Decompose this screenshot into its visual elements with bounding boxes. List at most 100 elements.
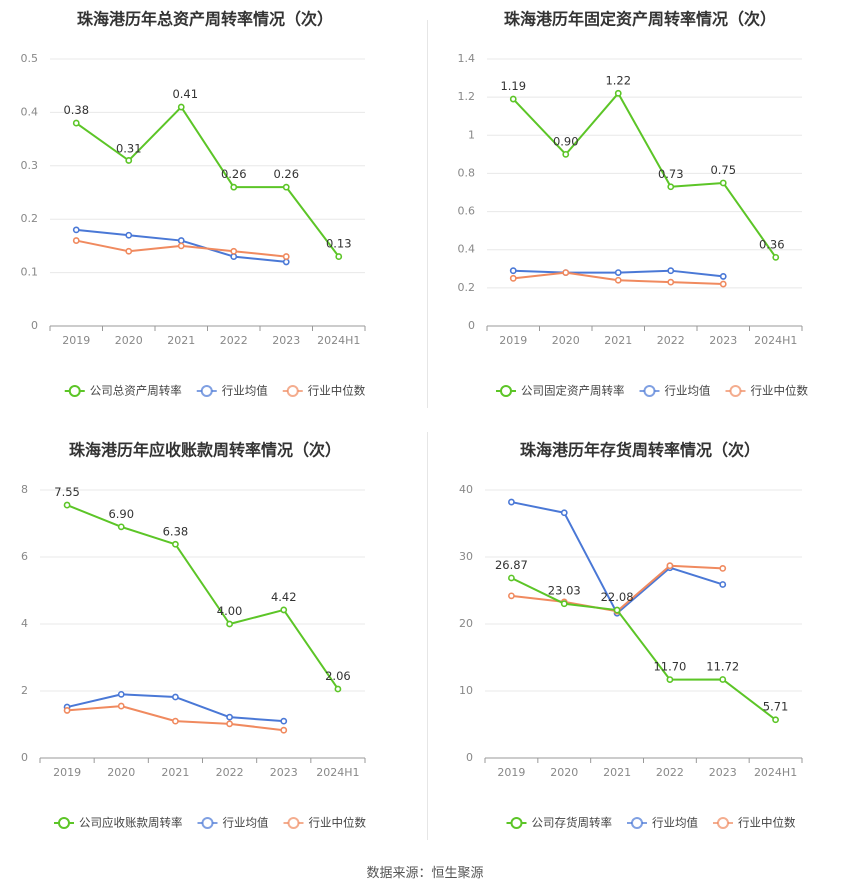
data-source-note: 数据来源：恒生聚源 <box>366 866 484 881</box>
series-line-1 <box>512 92 777 258</box>
legend-label: 行业均值 <box>223 816 269 830</box>
chart-panel-4: 珠海港历年存货周转率情况（次） 0 10 20 30 40 2019 2020 2021 2022… <box>459 441 803 830</box>
data-label: 0.26 <box>221 167 247 181</box>
data-label: 4.00 <box>217 604 243 618</box>
data-point <box>63 501 71 509</box>
data-point <box>125 231 133 239</box>
y-tick-label: 0 <box>468 319 475 332</box>
data-point <box>719 564 727 572</box>
legend-label: 行业均值 <box>652 816 698 830</box>
data-point <box>509 95 517 103</box>
data-point <box>560 600 568 608</box>
y-tick-label: 1.2 <box>458 90 476 103</box>
data-point <box>117 702 125 710</box>
data-point <box>230 247 238 255</box>
data-point <box>508 592 515 600</box>
x-tick-label: 2019 <box>53 766 81 779</box>
y-tick-label: 8 <box>21 483 28 496</box>
legend-item: 行业中位数 <box>283 816 366 830</box>
data-point <box>125 247 133 255</box>
data-point <box>72 226 80 234</box>
chart-title: 珠海港历年应收账款周转率情况（次） <box>69 441 341 460</box>
data-point <box>562 269 570 276</box>
data-point <box>280 717 288 725</box>
data-point <box>282 258 290 266</box>
data-point <box>666 676 674 684</box>
data-label: 5.71 <box>763 700 789 714</box>
data-point <box>719 676 727 683</box>
data-point <box>509 267 517 275</box>
data-point <box>334 685 342 693</box>
panel-divider-top <box>427 20 428 408</box>
legend-item: 行业均值 <box>627 816 698 830</box>
legend-label: 公司存货周转率 <box>532 816 613 830</box>
chart-title: 珠海港历年总资产周转率情况（次） <box>77 10 333 29</box>
legend-label: 公司固定资产周转率 <box>521 384 625 398</box>
x-tick-label: 2021 <box>161 766 189 779</box>
data-point <box>226 720 233 728</box>
data-point <box>63 707 71 714</box>
legend-marker-icon <box>717 817 729 829</box>
data-point <box>282 183 290 191</box>
legend-marker-icon <box>643 385 656 397</box>
legend-marker-icon <box>287 817 300 829</box>
data-label: 0.26 <box>273 167 299 181</box>
y-tick-label: 6 <box>21 550 28 563</box>
x-tick-label: 2023 <box>270 766 298 779</box>
legend-label: 公司总资产周转率 <box>90 384 182 398</box>
data-point <box>613 606 621 614</box>
legend-marker-icon <box>201 817 214 829</box>
data-point <box>667 267 675 275</box>
y-tick-label: 4 <box>21 617 28 630</box>
y-tick-label: 0.1 <box>21 266 39 279</box>
panel-divider-bottom <box>427 432 428 840</box>
data-point <box>282 253 290 260</box>
legend-marker-icon <box>68 385 81 397</box>
data-label: 7.55 <box>54 485 80 499</box>
y-tick-label: 1.4 <box>458 52 476 65</box>
data-label: 0.73 <box>658 167 684 181</box>
legend-label: 公司应收账款周转率 <box>79 816 183 830</box>
x-tick-label: 2024H1 <box>754 334 797 347</box>
x-tick-label: 2024H1 <box>754 766 797 779</box>
data-point <box>509 274 517 282</box>
chart-title: 珠海港历年固定资产周转率情况（次） <box>504 10 776 29</box>
legend-marker-icon <box>510 817 523 829</box>
x-tick-label: 2021 <box>167 334 195 347</box>
data-label: 22.08 <box>601 590 634 604</box>
x-tick-label: 2019 <box>499 334 527 347</box>
data-label: 6.38 <box>163 524 189 538</box>
y-tick-label: 0.8 <box>458 166 476 179</box>
legend-item: 行业均值 <box>196 384 268 398</box>
x-tick-label: 2020 <box>552 334 580 347</box>
x-tick-label: 2024H1 <box>317 334 360 347</box>
data-point <box>117 523 125 531</box>
legend-label: 行业中位数 <box>308 384 366 398</box>
x-tick-label: 2023 <box>709 334 737 347</box>
data-point <box>72 237 80 244</box>
legend-label: 行业中位数 <box>751 384 809 398</box>
legend-marker-icon <box>729 385 742 397</box>
chart-title: 珠海港历年存货周转率情况（次） <box>520 441 760 460</box>
data-point <box>226 713 233 721</box>
series-line-3 <box>511 564 723 613</box>
x-tick-label: 2019 <box>497 766 525 779</box>
series-line-1 <box>75 106 340 258</box>
y-tick-label: 0.2 <box>458 281 476 294</box>
data-point <box>719 280 727 288</box>
x-tick-label: 2021 <box>603 766 631 779</box>
data-point <box>719 581 727 588</box>
chart-panel-3: 珠海港历年应收账款周转率情况（次） 0 2 4 6 8 2019 2020 2021 2022 20… <box>21 441 366 830</box>
y-tick-label: 0 <box>21 751 28 764</box>
data-label: 4.42 <box>271 590 297 604</box>
x-tick-label: 2024H1 <box>316 766 359 779</box>
data-point <box>614 276 622 284</box>
data-label: 0.90 <box>553 134 579 148</box>
data-label: 11.72 <box>706 659 739 673</box>
x-tick-label: 2022 <box>216 766 244 779</box>
data-label: 1.19 <box>500 79 526 93</box>
x-tick-label: 2019 <box>62 334 90 347</box>
data-point <box>719 179 727 187</box>
data-point <box>72 119 80 127</box>
legend-label: 行业中位数 <box>738 816 796 830</box>
